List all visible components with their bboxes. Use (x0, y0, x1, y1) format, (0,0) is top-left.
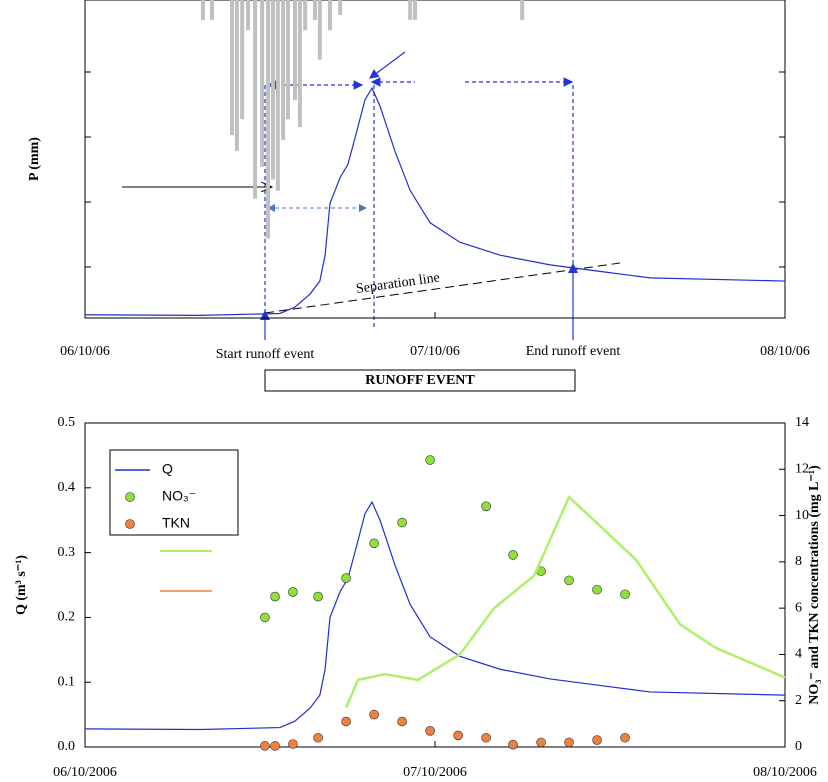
event-box (264, 369, 576, 392)
bar (408, 0, 413, 20)
y-axis-label: P (mm) (27, 137, 42, 181)
legend-label: Q (162, 461, 173, 477)
y-tick-label: 0.3 (58, 545, 76, 560)
point (288, 587, 298, 597)
y2-axis-label: NO₃⁻ and TKN concentrations (mg L⁻¹) (807, 465, 822, 705)
bar (200, 0, 205, 20)
bar (413, 0, 418, 20)
legend-label: NO₃⁻ (162, 488, 196, 504)
bar (328, 0, 332, 31)
bar (275, 0, 280, 191)
point (592, 584, 602, 595)
series-line (84, 500, 786, 731)
x-tick-label: 07/10/2006 (403, 765, 467, 780)
annotation: Start runoff event (216, 347, 315, 362)
series-line (344, 494, 786, 709)
plot-frame (84, 422, 786, 748)
bar (270, 0, 275, 180)
bar (266, 0, 271, 239)
point (260, 741, 270, 751)
bar (240, 0, 245, 120)
point (397, 517, 407, 528)
bar (230, 0, 234, 136)
x-tick-label: 08/10/2006 (753, 765, 817, 780)
y2-tick-label: 4 (795, 647, 802, 662)
y2-tick-label: 8 (795, 554, 802, 569)
point (564, 575, 574, 586)
point (425, 725, 435, 736)
separation-line (264, 262, 621, 314)
y-tick-label: 0.4 (58, 480, 76, 495)
y2-tick-label: 10 (795, 508, 809, 523)
y-tick-label: 0.0 (58, 739, 76, 754)
point (508, 550, 518, 560)
bar (253, 0, 258, 199)
point (453, 730, 463, 741)
point (369, 709, 379, 720)
bar (338, 0, 343, 16)
point (270, 741, 280, 751)
point (288, 739, 298, 749)
point (481, 501, 491, 512)
point (536, 737, 546, 748)
y-tick-label: 0.5 (58, 415, 76, 430)
point (369, 538, 379, 549)
y2-tick-label: 12 (795, 462, 809, 477)
bar (286, 0, 290, 120)
point (481, 732, 491, 743)
point (620, 732, 630, 743)
point (270, 591, 280, 602)
bar (246, 0, 251, 31)
x-tick-label: 07/10/06 (410, 344, 460, 359)
annotation: End runoff event (526, 344, 621, 359)
bar (303, 0, 308, 31)
bar (234, 0, 239, 152)
bar (293, 0, 297, 101)
legend-swatch (125, 492, 135, 502)
series-line (84, 86, 786, 317)
y-tick-label: 0.1 (58, 674, 76, 689)
point (564, 737, 574, 748)
y2-tick-label: 0 (795, 739, 802, 754)
top-annotations (85, 51, 785, 392)
point (260, 612, 270, 623)
point (341, 716, 351, 727)
y-tick-label: 0.2 (58, 610, 76, 625)
point (341, 573, 351, 583)
legend-label: TKN (162, 515, 190, 531)
point (620, 589, 630, 600)
x-tick-label: 08/10/06 (760, 344, 810, 359)
bar (520, 0, 525, 20)
bar (260, 0, 265, 167)
annotation: Separation line (355, 270, 441, 297)
point (592, 735, 602, 745)
bar (317, 0, 322, 60)
y2-tick-label: 14 (795, 415, 809, 430)
x-tick-label: 06/10/06 (60, 344, 110, 359)
bar (297, 0, 302, 128)
point (508, 739, 518, 750)
x-tick-label: 06/10/2006 (53, 765, 117, 780)
y2-tick-label: 6 (795, 600, 802, 615)
bar (281, 0, 286, 140)
point (425, 455, 435, 465)
legend-box (109, 449, 239, 536)
annotation: RUNOFF EVENT (365, 373, 475, 388)
y-ticks (85, 71, 785, 268)
legend-swatch (125, 519, 135, 529)
point (313, 591, 323, 602)
y-axis-label: Q (m³ s⁻¹) (14, 555, 29, 615)
point (313, 732, 323, 743)
point (397, 716, 407, 727)
bar (210, 0, 215, 20)
bar (312, 0, 317, 20)
arrow (369, 51, 406, 79)
y2-tick-label: 2 (795, 693, 802, 708)
